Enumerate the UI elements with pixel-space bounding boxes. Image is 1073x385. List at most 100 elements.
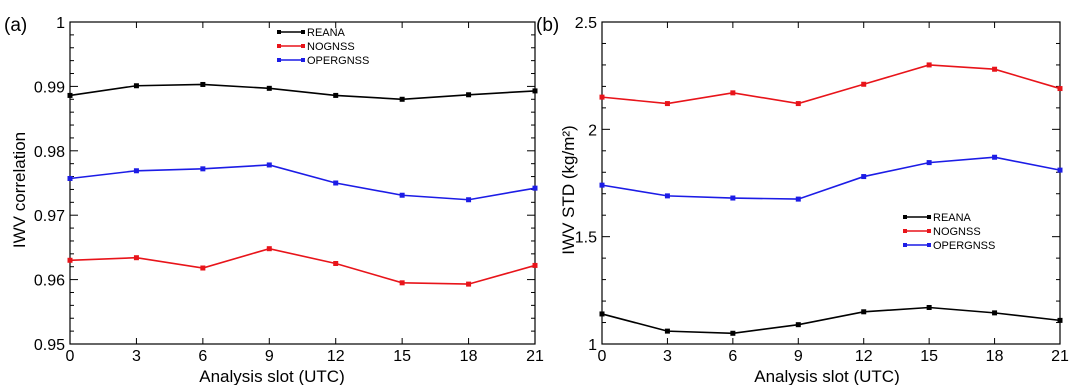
panel-a-series-reana-point [200, 81, 206, 87]
panel-b-y-tick-label: 2.5 [575, 15, 597, 32]
panel-b-series-opergnss-point [1057, 167, 1063, 173]
panel-a-legend-opergnss-label: OPERGNSS [307, 55, 369, 67]
panel-b-plot: 0 3 6 9 12 15 18 21 1 1.5 2 2.5 [575, 15, 1069, 365]
panel-b-legend-nognss-marker-end [927, 229, 931, 233]
panel-a-y-tick-label: 1 [56, 15, 65, 32]
panel-a-legend-opergnss-marker-end [301, 58, 305, 62]
panel-b-series-nognss-point [992, 66, 998, 72]
panel-b-series-reana-point [599, 311, 605, 317]
panel-b-series-nognss-point [861, 81, 867, 87]
panel-a-series-reana-point [399, 96, 405, 102]
panel-b-series-opergnss-point [730, 195, 736, 201]
panel-a-y-tick-label: 0.95 [34, 337, 65, 354]
panel-b-series-nognss-point [599, 94, 605, 100]
panel-a-label: (a) [4, 15, 27, 36]
panel-a-legend-opergnss-marker [277, 58, 281, 62]
panel-b-legend-nognss-label: NOGNSS [933, 226, 981, 238]
panel-b-x-tick-label: 0 [598, 348, 607, 365]
panel-a-x-axis-title: Analysis slot (UTC) [199, 367, 344, 385]
panel-b-legend-reana-marker-end [927, 215, 931, 219]
panel-a-x-tick-label: 15 [393, 348, 411, 365]
panel-b-label: (b) [536, 15, 559, 36]
panel-b-series-opergnss-line [601, 156, 1061, 200]
panel-a-plot-frame [69, 21, 536, 345]
panel-b-x-axis-title: Analysis slot (UTC) [754, 367, 899, 385]
panel-b-legend-reana-label: REANA [933, 212, 972, 224]
panel-b-series-nognss-point [730, 90, 736, 96]
panel-b-series-reana-point [861, 309, 867, 315]
panel-b-y-tick-label: 1 [588, 337, 597, 354]
panel-a-legend-reana-marker [277, 30, 281, 34]
panel-b-y-tick-label: 2 [588, 122, 597, 139]
panel-a-x-tick-label: 3 [132, 348, 141, 365]
panel-a-legend-nognss-label: NOGNSS [307, 41, 355, 53]
panel-b-x-tick-label: 21 [1051, 348, 1069, 365]
panel-b-legend-opergnss-marker [903, 243, 907, 247]
panel-a-series-opergnss-point [266, 162, 272, 168]
panel-a-legend-reana-marker-end [301, 30, 305, 34]
panel-b-legend-opergnss-label: OPERGNSS [933, 240, 995, 252]
panel-b-x-tick-label: 15 [920, 348, 938, 365]
panel-a-y-axis-title: IWV correlation [10, 132, 29, 248]
panel-a-series-reana-point [466, 92, 472, 98]
panel-a-series-nognss-point [532, 262, 538, 268]
panel-b-series-opergnss-point [795, 196, 801, 202]
panel-a-series-nognss-point [67, 257, 73, 263]
panel-a-y-tick-label: 0.97 [34, 208, 65, 225]
panel-a-series-reana-point [333, 92, 339, 98]
panel-a-series-nognss-point [466, 281, 472, 287]
panel-a-x-tick-label: 18 [460, 348, 478, 365]
panel-b-series-nognss-point [795, 101, 801, 107]
panel-a-series-reana-point [532, 88, 538, 94]
panel-a-y-tick-label: 0.96 [34, 273, 65, 290]
panel-b-series-reana-point [664, 328, 670, 334]
panel-a-legend-nognss-marker [277, 44, 281, 48]
panel-a-x-tick-label: 6 [198, 348, 207, 365]
panel-b-x-tick-label: 18 [986, 348, 1004, 365]
panel-a-series-reana-point [67, 92, 73, 98]
panel-a-series-opergnss-point [67, 175, 73, 181]
panel-b-series-reana-point [992, 310, 998, 316]
panel-a-series-opergnss-line [69, 164, 536, 201]
panel-b-series-reana-line [601, 306, 1061, 335]
panel-a-series-opergnss-point [466, 197, 472, 203]
panel-a-legend-nognss-marker-end [301, 44, 305, 48]
panel-b-legend: REANA NOGNSS OPERGNSS [903, 212, 995, 252]
panel-a-y-tick-label: 0.99 [34, 79, 65, 96]
panel-a-series-nognss-point [133, 255, 139, 261]
panel-b-series-nognss-point [1057, 86, 1063, 92]
panel-b-x-tick-label: 3 [663, 348, 672, 365]
panel-a-legend: REANA NOGNSS OPERGNSS [277, 27, 369, 67]
panel-a-y-tick-label: 0.98 [34, 144, 65, 161]
panel-a: (a) IWV correlation Analysis slot (UTC) … [4, 15, 544, 385]
panel-a-series-reana-point [133, 83, 139, 89]
panel-a-x-tick-label: 9 [265, 348, 274, 365]
panel-b-y-axis-title: IWV STD (kg/m²) [559, 125, 578, 254]
panel-b-series-reana-point [730, 330, 736, 336]
panel-b-legend-reana-marker [903, 215, 907, 219]
panel-b-series-nognss-point [664, 101, 670, 107]
panel-b-series-opergnss-point [926, 160, 932, 166]
panel-a-x-tick-label: 0 [66, 348, 75, 365]
panel-b-legend-nognss-marker [903, 229, 907, 233]
panel-b-series-opergnss-point [599, 182, 605, 188]
panel-a-x-tick-label: 12 [327, 348, 345, 365]
panel-a-legend-reana-label: REANA [307, 27, 346, 39]
panel-b-series-reana-point [1057, 317, 1063, 323]
panel-b-series-opergnss-point [664, 193, 670, 199]
panel-b-x-tick-label: 6 [728, 348, 737, 365]
panel-a-series-opergnss-point [200, 166, 206, 172]
panel-b-plot-frame [601, 21, 1061, 345]
panel-a-series-nognss-point [266, 246, 272, 252]
panel-a-series-nognss-line [69, 247, 536, 285]
panel-a-series-opergnss-point [532, 185, 538, 191]
panel-b-x-tick-label: 12 [855, 348, 873, 365]
panel-a-plot: 0 3 6 9 12 15 18 21 0.95 0.96 0.97 0.98 0.99 1 [34, 15, 544, 365]
panel-a-series-nognss-point [200, 265, 206, 271]
panel-b-series-opergnss-point [992, 154, 998, 160]
panel-a-series-nognss-point [333, 261, 339, 266]
panel-a-series-opergnss-point [333, 180, 339, 186]
panel-a-series-reana-line [69, 83, 536, 101]
panel-a-series-nognss-point [399, 280, 405, 286]
